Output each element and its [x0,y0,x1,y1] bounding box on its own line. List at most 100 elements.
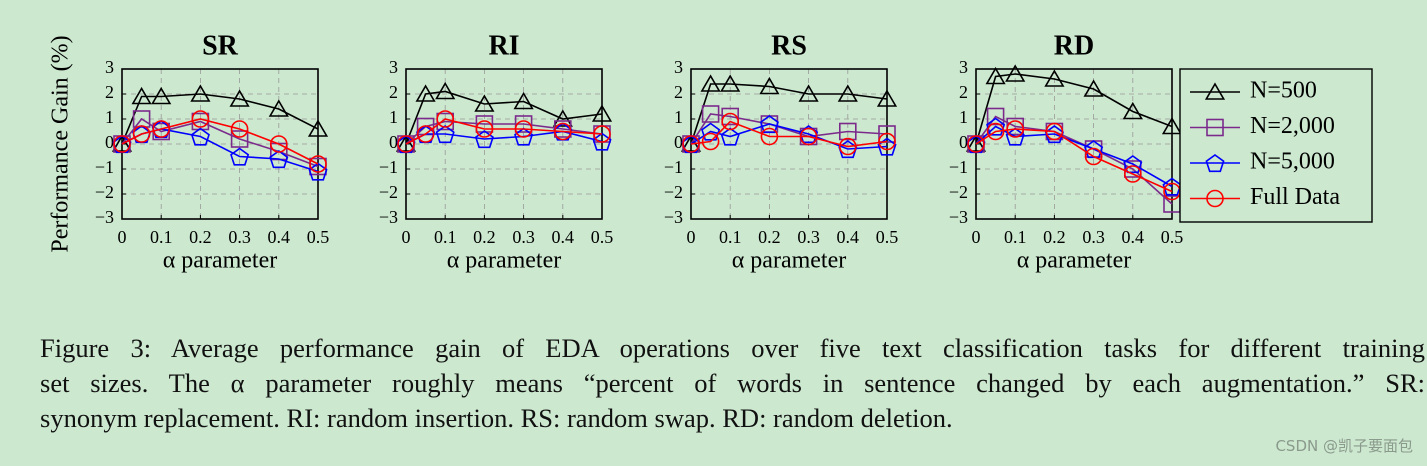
marker [986,117,1006,136]
y-tick-label: −3 [379,207,398,227]
y-tick-label: 1 [105,107,114,127]
marker [759,115,779,134]
marker [720,127,740,146]
marker [514,115,533,133]
y-tick-label: 2 [674,82,683,102]
marker [474,94,495,112]
y-tick-label: 0 [389,132,398,152]
marker [1162,177,1182,196]
marker [475,120,494,138]
marker [395,134,417,152]
y-tick-label: 3 [959,57,968,77]
series-line [121,118,319,165]
series-line [405,118,603,145]
y-tick-label: 1 [389,107,398,127]
marker [309,155,327,173]
chart-title: RD [1054,30,1094,61]
marker [436,110,455,128]
marker [1161,116,1183,135]
marker [111,134,133,152]
marker [701,132,720,151]
series-line [405,130,603,145]
marker [876,89,898,107]
y-tick-label: −1 [95,157,114,177]
marker [513,91,534,110]
marker [1206,118,1224,137]
marker [514,120,533,138]
y-tick-label: 2 [959,82,968,102]
caption-line: synonym replacement. RI: random insertio… [40,403,953,433]
y-tick-label: 0 [959,132,968,152]
marker [837,84,858,102]
x-tick-label: 0.1 [719,227,742,247]
marker [230,120,249,138]
marker [1084,147,1103,166]
marker [700,74,721,92]
marker [682,135,700,153]
marker [1044,69,1065,87]
figure: SR −3 −2 −1 0 1 2 3 0 0.1 0.2 0.3 0.4 0.5 α parameter P… [48,30,1373,274]
x-tick-label: 0.3 [512,227,535,247]
marker [985,66,1006,85]
caption-line: set sizes. The α parameter roughly means… [40,368,1425,398]
x-axis-label: α parameter [163,248,278,274]
marker [132,110,151,128]
x-axis-label: α parameter [1017,248,1132,274]
marker [838,122,857,141]
x-tick-label: 0.3 [228,227,251,247]
marker [838,137,857,156]
legend-label: N=5,000 [1250,149,1335,175]
marker [132,125,151,143]
caption-line: Figure 3: Average performance gain of ED… [40,333,1425,363]
marker [415,84,436,102]
marker [799,127,818,146]
marker [435,125,455,144]
series-line [121,117,319,168]
marker [1205,154,1225,173]
marker [967,135,985,153]
series-line [121,93,319,145]
x-tick-label: 0.2 [189,227,212,247]
marker [230,130,249,148]
x-tick-label: 0.3 [797,227,820,247]
y-tick-label: 2 [105,82,114,102]
watermark: CSDN @凯子要面包 [1275,437,1413,455]
x-tick-label: 0.4 [268,227,291,247]
marker [416,125,435,143]
legend-box [1179,68,1373,223]
legend-label: N=2,000 [1250,113,1335,139]
x-tick-label: 0.5 [591,227,614,247]
marker [1122,101,1143,120]
y-tick-label: 1 [674,107,683,127]
y-tick-label: 1 [959,107,968,127]
series-line [975,125,1173,188]
marker [553,122,572,141]
x-tick-label: 0.2 [758,227,781,247]
x-tick-label: 0.4 [552,227,575,247]
marker [113,135,131,153]
legend-label: N=500 [1250,78,1317,104]
marker [475,115,494,133]
marker [878,132,896,151]
marker [965,134,987,152]
marker [474,130,494,149]
marker [1204,82,1226,100]
x-tick-label: 0.1 [150,227,173,247]
marker [435,81,456,100]
x-axis-label: α parameter [447,248,562,274]
marker [1123,155,1143,174]
x-tick-label: 0 [402,227,411,247]
x-axis-label: α parameter [732,248,847,274]
y-tick-label: −2 [949,182,968,202]
y-tick-label: 0 [674,132,683,152]
marker [721,107,740,126]
marker [552,109,573,127]
series-line [975,73,1173,145]
y-tick-label: −1 [379,157,398,177]
y-tick-label: −1 [949,157,968,177]
x-tick-label: 0.5 [1161,227,1184,247]
marker [1083,79,1104,97]
y-tick-label: −3 [95,207,114,227]
x-tick-label: 0 [972,227,981,247]
